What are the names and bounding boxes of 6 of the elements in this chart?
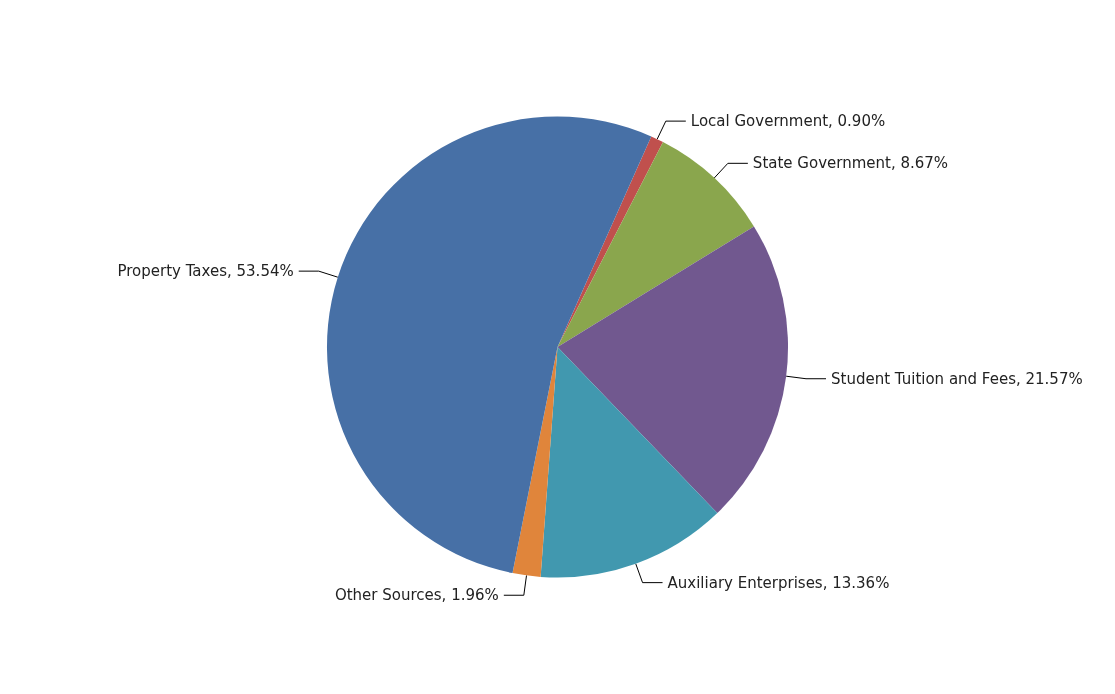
slice-label: Local Government, 0.90%: [690, 112, 886, 131]
slice-label: Property Taxes, 53.54%: [117, 262, 294, 281]
slice-label: State Government, 8.67%: [752, 154, 949, 173]
slice-label: Auxiliary Enterprises, 13.36%: [667, 573, 890, 592]
slice-label: Other Sources, 1.96%: [334, 586, 499, 605]
slice-label: Student Tuition and Fees, 21.57%: [831, 369, 1083, 388]
